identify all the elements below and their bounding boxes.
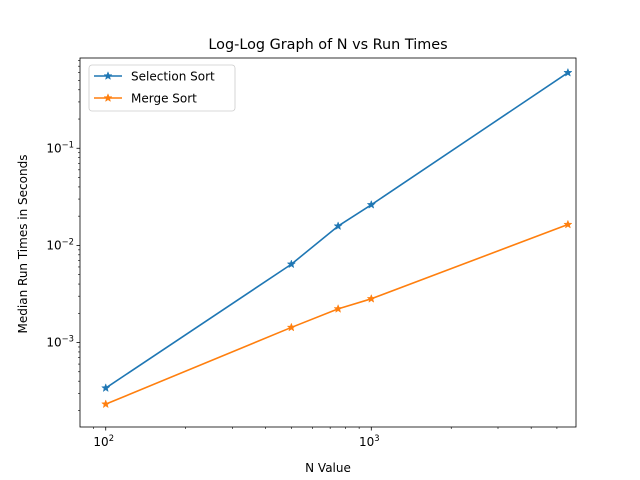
- y-tick-label: 10−2: [46, 236, 74, 252]
- x-tick-label: 103: [359, 433, 380, 449]
- data-point-merge-sort: [101, 399, 111, 409]
- y-tick-exponent: −3: [62, 334, 74, 344]
- y-tick-base: 10: [46, 141, 61, 155]
- x-tick-base: 10: [93, 435, 108, 449]
- data-point-selection-sort: [366, 199, 376, 209]
- legend-box: [88, 64, 236, 112]
- legend-label: Selection Sort: [131, 70, 215, 84]
- plot-area: [79, 57, 577, 428]
- y-tick-label: 10−1: [46, 139, 74, 155]
- x-axis-ticks: 102 103: [93, 427, 558, 449]
- series-merge-sort: [101, 219, 573, 409]
- y-tick-exponent: −2: [62, 236, 74, 246]
- data-point-merge-sort: [366, 293, 376, 303]
- x-axis-title: N Value: [305, 461, 351, 475]
- x-tick-label: 102: [93, 433, 114, 449]
- legend-swatch-marker: [103, 93, 113, 102]
- legend: Selection Sort Merge Sort: [88, 64, 236, 112]
- data-point-merge-sort: [563, 219, 573, 229]
- chart-title: Log-Log Graph of N vs Run Times: [208, 37, 447, 53]
- y-tick-exponent: −1: [62, 139, 74, 149]
- legend-swatch-marker: [103, 71, 113, 80]
- legend-item-merge-sort: Merge Sort: [94, 92, 197, 106]
- legend-item-selection-sort: Selection Sort: [94, 70, 215, 84]
- data-point-merge-sort: [333, 303, 343, 313]
- x-tick-exponent: 3: [374, 433, 379, 443]
- data-point-selection-sort: [286, 259, 297, 269]
- y-axis-title: Median Run Times in Seconds: [16, 155, 30, 334]
- y-tick-base: 10: [46, 336, 61, 350]
- y-tick-base: 10: [46, 238, 61, 252]
- series-selection-sort: [101, 67, 573, 393]
- legend-label: Merge Sort: [131, 92, 197, 106]
- data-point-merge-sort: [286, 322, 297, 332]
- x-tick-base: 10: [359, 435, 374, 449]
- y-tick-label: 10−3: [46, 334, 74, 350]
- plot-frame: [79, 57, 577, 428]
- y-axis-ticks: 10−310−210−1: [46, 60, 80, 411]
- data-point-selection-sort: [563, 67, 573, 77]
- data-point-selection-sort: [101, 383, 111, 393]
- data-point-selection-sort: [333, 221, 343, 231]
- series-layer: [101, 67, 573, 409]
- x-tick-exponent: 2: [109, 433, 114, 443]
